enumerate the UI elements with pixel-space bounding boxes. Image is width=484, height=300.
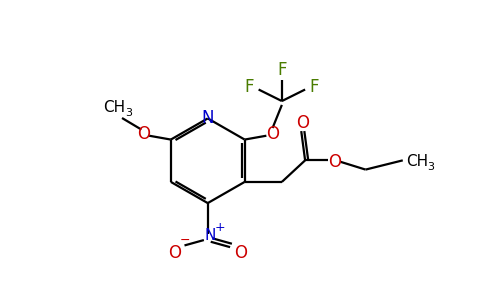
Text: O: O xyxy=(168,244,181,262)
Text: −: − xyxy=(179,233,190,247)
Text: F: F xyxy=(244,78,254,96)
Text: 3: 3 xyxy=(427,162,434,172)
Text: N: N xyxy=(201,110,214,128)
Text: O: O xyxy=(328,153,341,171)
Text: CH: CH xyxy=(406,154,428,169)
Text: O: O xyxy=(266,125,279,143)
Text: 3: 3 xyxy=(125,108,132,118)
Text: O: O xyxy=(296,114,309,132)
Text: O: O xyxy=(235,244,248,262)
Text: F: F xyxy=(310,78,319,96)
Text: O: O xyxy=(137,125,150,143)
Text: F: F xyxy=(277,61,287,79)
Text: N: N xyxy=(204,228,216,243)
Text: +: + xyxy=(215,221,226,234)
Text: CH: CH xyxy=(103,100,125,116)
